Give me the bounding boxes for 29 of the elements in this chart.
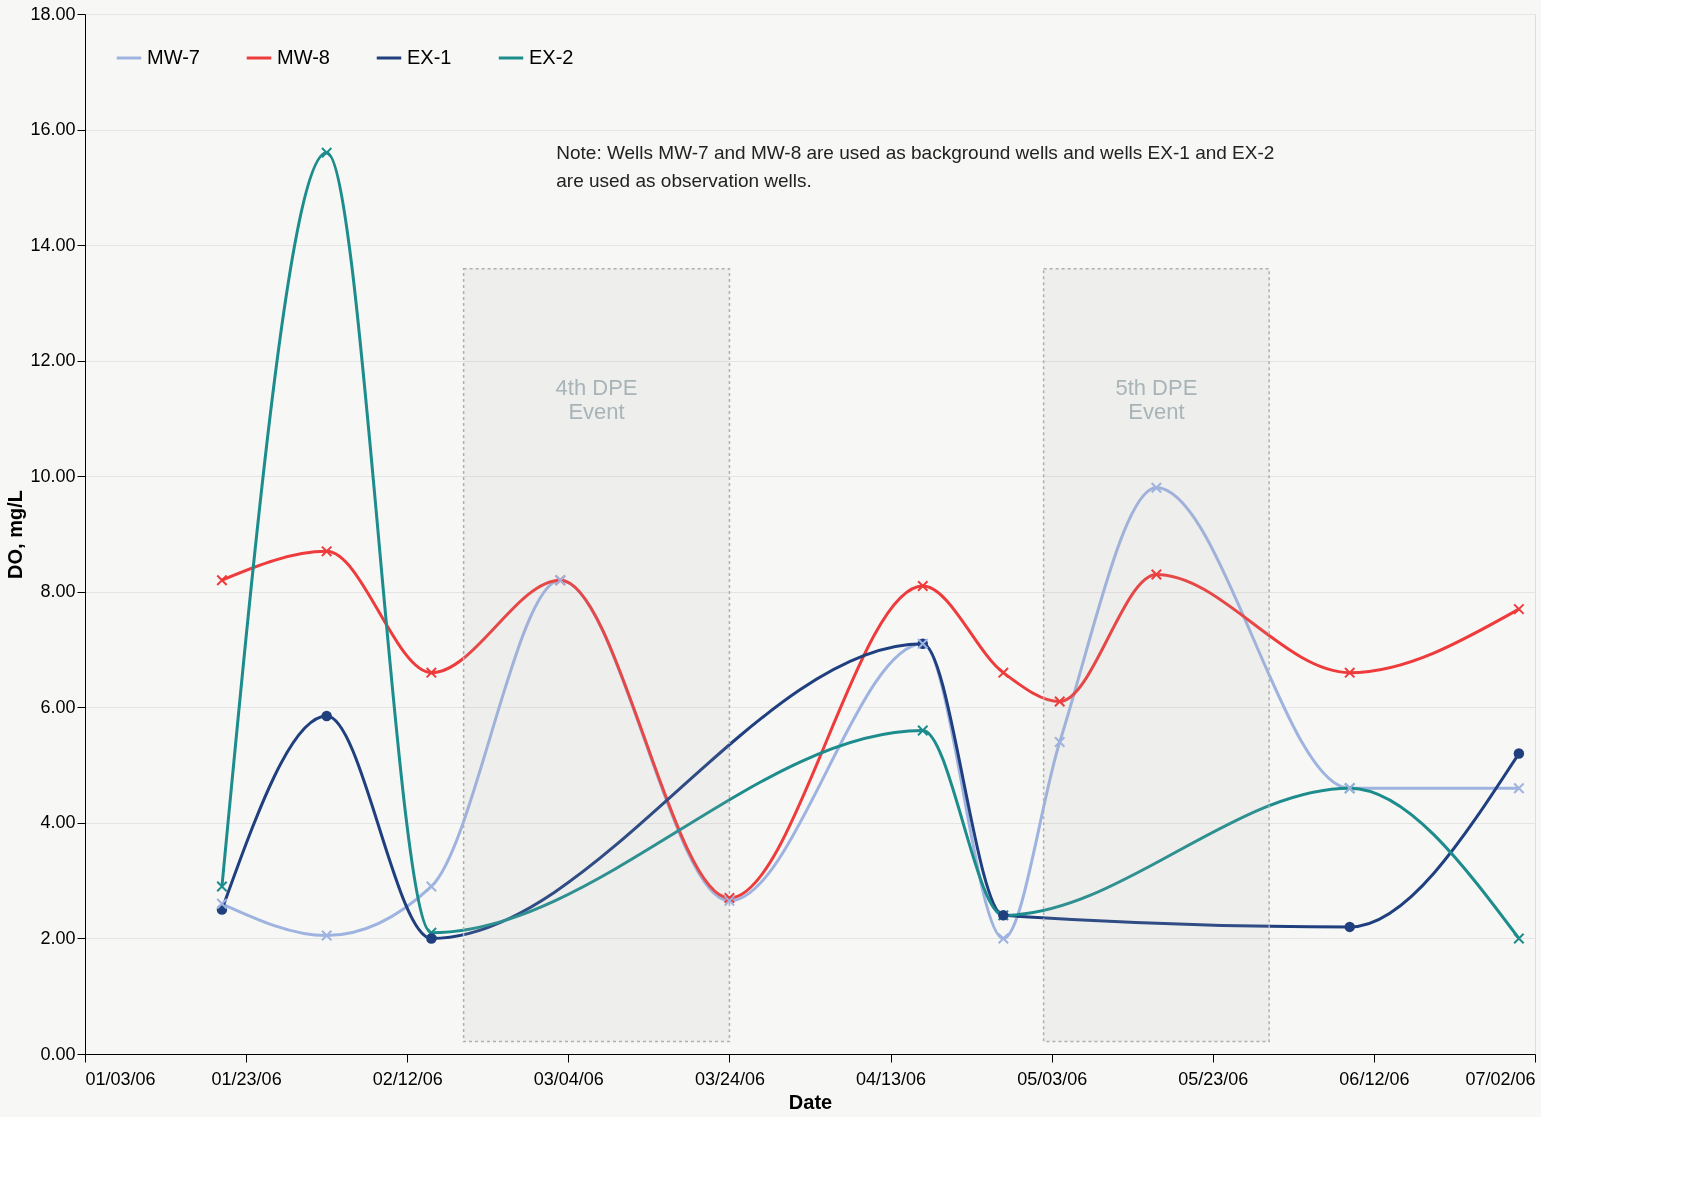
x-tick-label: 01/23/06: [211, 1068, 282, 1089]
x-tick-label: 02/12/06: [372, 1068, 443, 1089]
y-tick-label: 0.00: [40, 1043, 76, 1064]
y-tick-label: 16.00: [30, 119, 76, 140]
y-tick-label: 18.00: [30, 3, 76, 24]
legend-label: EX-2: [529, 46, 574, 68]
y-tick-label: 8.00: [40, 581, 76, 602]
x-tick-label: 01/03/06: [85, 1068, 156, 1089]
y-tick-label: 4.00: [40, 812, 76, 833]
y-axis-title: DO, mg/L: [4, 490, 27, 579]
x-axis-title: Date: [788, 1090, 833, 1113]
y-tick-label: 10.00: [30, 465, 76, 486]
band-label: 4th DPE Event: [555, 375, 638, 424]
x-tick-label: 07/02/06: [1465, 1068, 1536, 1089]
x-tick-label: 04/13/06: [856, 1068, 927, 1089]
x-tick-label: 03/04/06: [533, 1068, 604, 1089]
x-tick-label: 06/12/06: [1339, 1068, 1410, 1089]
legend-label: MW-7: [147, 46, 200, 68]
y-tick-label: 12.00: [30, 350, 76, 371]
legend-label: MW-8: [277, 46, 330, 68]
band-label: 5th DPE Event: [1115, 375, 1198, 424]
y-tick-label: 2.00: [40, 927, 76, 948]
annotation: Note: Wells MW-7 and MW-8 are used as background wells and wells EX-1 and EX-2 are used as observation wells.: [556, 142, 1275, 191]
x-tick-label: 05/03/06: [1017, 1068, 1088, 1089]
x-tick-label: 05/23/06: [1178, 1068, 1249, 1089]
legend-label: EX-1: [407, 46, 452, 68]
y-tick-label: 6.00: [40, 696, 76, 717]
x-tick-label: 03/24/06: [694, 1068, 765, 1089]
y-tick-label: 14.00: [30, 234, 76, 255]
